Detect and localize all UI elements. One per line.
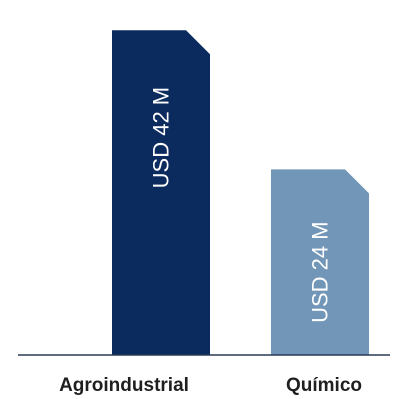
bar-quimico <box>271 169 369 355</box>
bar-agroindustrial <box>112 30 210 355</box>
bars-group <box>112 30 369 355</box>
category-label: Agroindustrial <box>59 375 189 396</box>
category-label: Químico <box>286 375 362 396</box>
value-label: USD 42 M <box>149 87 174 188</box>
value-label: USD 24 M <box>308 221 333 322</box>
labels-group: USD 42 M Agroindustrial USD 24 M Químico <box>59 87 362 396</box>
